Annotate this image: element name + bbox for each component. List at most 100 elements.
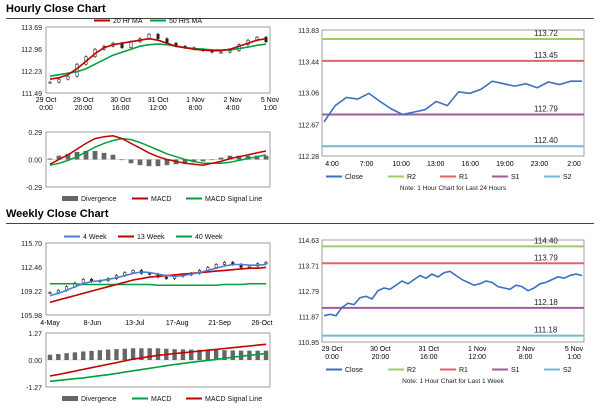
weekly-pivot-x-tick-date: 2 Nov — [516, 346, 535, 353]
weekly-candle-body — [48, 292, 52, 294]
weekly-pivot-x-tick-date: 5 Nov — [565, 346, 584, 353]
weekly-title-rule — [6, 223, 594, 224]
hourly-pivot-x-tick: 13:00 — [427, 161, 445, 168]
weekly-divergence-bar — [89, 350, 94, 360]
weekly-divergence-bar — [222, 350, 227, 360]
hourly-pivot-x-tick: 16:00 — [462, 161, 480, 168]
weekly-candle-body — [131, 270, 135, 273]
weekly-pivot-x-tick-time: 8:00 — [519, 354, 533, 361]
hourly-price-y-tick: 112.96 — [21, 47, 42, 54]
weekly-pivot-s1-label: 112.18 — [534, 298, 558, 307]
weekly-candle-body — [222, 261, 226, 265]
weekly-candle-body — [81, 278, 85, 284]
weekly-candle-body — [247, 265, 251, 268]
hourly-divergence-bar — [56, 155, 62, 160]
weekly-macd-y-tick: 0.00 — [28, 358, 42, 365]
hourly-section-title: Hourly Close Chart — [6, 3, 106, 15]
hourly-price-x-tick-time: 1:00 — [263, 105, 277, 112]
hourly-price-x-tick-date: 29 Oct — [36, 97, 57, 104]
weekly-section-title: Weekly Close Chart — [6, 208, 109, 220]
weekly-divergence-bar — [189, 349, 194, 360]
weekly-pivot-y-tick: 114.63 — [298, 238, 319, 245]
hourly-divergence-bar — [47, 158, 53, 160]
hourly-divergence-bar — [101, 152, 107, 160]
weekly-pivot-legend-close: Close — [345, 367, 363, 374]
weekly-pivot-y-tick: 110.95 — [298, 340, 319, 347]
weekly-pivot-x-tick-date: 29 Oct — [322, 346, 343, 353]
weekly-pivot-legend-s2: S2 — [563, 367, 572, 374]
hourly-pivot-y-tick: 112.28 — [298, 154, 319, 161]
hourly-pivot-y-tick: 113.83 — [298, 28, 319, 35]
hourly-pivot-legend-r1: R1 — [459, 174, 468, 181]
weekly-pivot-y-tick: 111.87 — [299, 315, 319, 322]
hourly-pivot-r2-label: 113.72 — [534, 29, 558, 38]
hourly-divergence-bar — [263, 155, 269, 160]
hourly-price-y-tick: 111.49 — [22, 91, 42, 98]
hourly-divergence-bar — [65, 153, 71, 160]
hourly-price-x-tick-time: 12:00 — [149, 105, 167, 112]
weekly-candle-body — [164, 276, 168, 279]
weekly-divergence-bar — [139, 348, 144, 360]
weekly-pivot-x-tick-time: 0:00 — [325, 354, 339, 361]
hourly-candle-body — [66, 75, 70, 80]
hourly-candle-body — [228, 50, 232, 53]
hourly-divergence-bar — [218, 157, 224, 160]
hourly-price-x-tick-date: 30 Oct — [110, 97, 131, 104]
weekly-pivot-close-line — [323, 270, 583, 317]
hourly-pivot-y-tick: 113.06 — [298, 91, 319, 98]
hourly-legend-20hr-ma: 20 Hr MA — [113, 18, 143, 25]
hourly-pivot-legend-close: Close — [345, 174, 363, 181]
weekly-price-y-tick: 115.70 — [21, 241, 42, 248]
hourly-20hr-ma-line — [49, 37, 267, 80]
weekly-4-week-line — [49, 263, 267, 297]
hourly-pivot-close-line — [323, 80, 582, 123]
hourly-pivot-y-tick: 112.67 — [298, 122, 319, 129]
hourly-pivot-x-tick: 19:00 — [496, 161, 514, 168]
hourly-divergence-bar — [92, 150, 98, 160]
weekly-divergence-bar — [213, 350, 219, 360]
hourly-price-x-tick-time: 4:00 — [226, 105, 240, 112]
hourly-divergence-bar — [74, 151, 80, 160]
hourly-price-x-tick-time: 0:00 — [39, 105, 53, 112]
weekly-divergence-bar — [180, 349, 186, 360]
hourly-divergence-bar — [227, 155, 233, 160]
weekly-price-x-tick: 26-Oct — [251, 320, 272, 327]
hourly-pivot-s1-label: 112.79 — [534, 105, 558, 114]
hourly-pivot-panel — [321, 29, 585, 157]
hourly-pivot-legend-s1: S1 — [511, 174, 520, 181]
hourly-divergence-bar — [146, 159, 152, 167]
hourly-price-x-tick-date: 31 Oct — [148, 97, 169, 104]
weekly-price-x-tick: 8-Jun — [84, 320, 102, 327]
weekly-divergence-bar — [263, 350, 269, 360]
hourly-price-x-tick-date: 29 Oct — [73, 97, 94, 104]
weekly-divergence-bar — [238, 350, 244, 360]
hourly-pivot-legend-r2: R2 — [407, 174, 416, 181]
weekly-divergence-bar — [97, 350, 103, 360]
weekly-divergence-bar — [197, 349, 202, 360]
weekly-pivot-x-tick-time: 12:00 — [468, 354, 486, 361]
weekly-legend-13-week: 13 Week — [137, 234, 165, 241]
hourly-divergence-bar — [200, 159, 206, 162]
weekly-pivot-r2-label: 114.40 — [534, 236, 558, 245]
weekly-divergence-bar — [122, 348, 127, 360]
hourly-divergence-bar — [110, 154, 116, 160]
weekly-price-x-tick: 13-Jul — [125, 320, 145, 327]
hourly-pivot-legend-s2: S2 — [563, 174, 572, 181]
hourly-divergence-bar — [182, 159, 188, 164]
hourly-candle-body — [57, 78, 61, 83]
weekly-price-x-tick: 21-Sep — [208, 320, 231, 327]
weekly-candle-body — [214, 264, 218, 268]
hourly-price-x-tick-time: 8:00 — [189, 105, 203, 112]
weekly-13-week-line — [49, 266, 267, 304]
hourly-pivot-y-tick: 113.44 — [298, 60, 319, 67]
weekly-divergence-bar — [47, 354, 53, 360]
hourly-legend-macd-signal: MACD Signal Line — [205, 196, 262, 203]
weekly-divergence-bar — [56, 354, 61, 360]
weekly-pivot-s2-label: 111.18 — [534, 326, 558, 335]
weekly-price-x-tick: 4-May — [40, 320, 60, 327]
hourly-pivot-r1-label: 113.45 — [534, 51, 558, 60]
hourly-pivot-x-tick: 2:00 — [567, 161, 581, 168]
weekly-legend-macd: MACD — [151, 396, 172, 403]
hourly-price-x-tick-time: 20:00 — [75, 105, 93, 112]
weekly-legend-4-week: 4 Week — [83, 234, 107, 241]
